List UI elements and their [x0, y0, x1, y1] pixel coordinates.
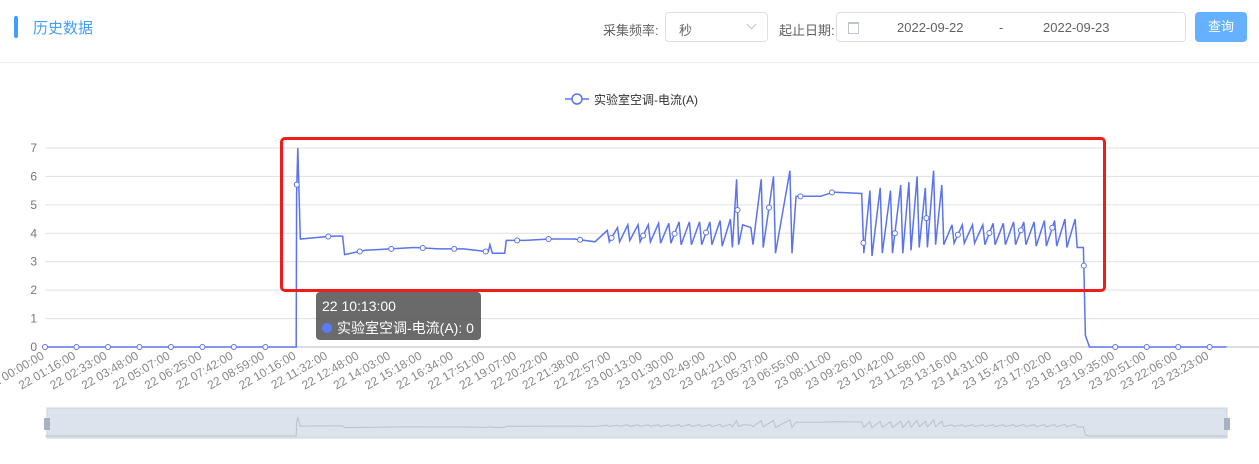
data-point-marker	[891, 230, 898, 237]
data-zoom-slider	[46, 407, 1228, 439]
date-range-label: 起止日期:	[779, 23, 835, 38]
date-range-picker[interactable]: 2022-09-22 - 2022-09-23	[836, 12, 1186, 42]
data-point-marker	[923, 215, 930, 222]
data-zoom-preview-line	[45, 416, 1227, 437]
data-point-marker	[734, 207, 741, 214]
data-point-marker	[954, 231, 961, 238]
y-tick-label: 1	[30, 312, 37, 326]
data-point-marker	[1017, 227, 1024, 234]
data-point-marker	[577, 236, 584, 243]
data-point-marker	[199, 344, 206, 350]
end-date-input[interactable]: 2022-09-23	[1043, 20, 1110, 35]
data-point-marker	[325, 233, 332, 240]
header: 历史数据 采集频率: 秒 起止日期: 2022-09-22 - 2022-09-…	[0, 0, 1259, 63]
start-date-input[interactable]: 2022-09-22	[897, 20, 964, 35]
data-zoom-handle	[44, 418, 50, 430]
data-point-marker	[640, 232, 647, 239]
tooltip-time: 22 10:13:00	[322, 298, 396, 314]
data-point-marker	[293, 181, 300, 188]
data-point-marker	[1112, 344, 1119, 350]
data-point-marker	[1143, 344, 1150, 350]
series-dot-icon	[322, 323, 332, 333]
data-point-marker	[451, 245, 458, 252]
page-title: 历史数据	[33, 20, 94, 37]
calendar-icon	[848, 22, 859, 34]
data-point-marker	[1080, 262, 1087, 269]
date-separator: -	[999, 20, 1004, 35]
data-point-marker	[388, 245, 395, 252]
highlight-annotation-box	[280, 137, 1106, 292]
data-point-marker	[828, 189, 835, 196]
data-point-marker	[545, 236, 552, 243]
data-point-marker	[1049, 224, 1056, 231]
data-point-marker	[703, 229, 710, 236]
data-point-marker	[482, 248, 489, 255]
data-point-marker	[356, 248, 363, 255]
data-point-marker	[42, 344, 48, 350]
data-point-marker	[262, 344, 269, 350]
y-tick-label: 6	[30, 169, 37, 183]
data-point-marker	[136, 344, 143, 350]
y-tick-label: 0	[30, 340, 37, 354]
tooltip-row: 实验室空调-电流(A): 0	[322, 318, 474, 338]
frequency-value: 秒	[679, 23, 693, 38]
legend-label: 实验室空调-电流(A)	[594, 92, 698, 107]
data-point-marker	[765, 204, 772, 211]
data-point-marker	[104, 344, 111, 350]
tooltip-value: 实验室空调-电流(A): 0	[337, 320, 474, 336]
data-zoom-handle	[1224, 418, 1230, 430]
y-tick-label: 7	[30, 141, 37, 155]
data-point-marker	[167, 344, 174, 350]
y-tick-label: 2	[30, 283, 37, 297]
data-point-marker	[608, 234, 615, 241]
legend-marker-icon	[571, 93, 583, 105]
data-point-marker	[1206, 344, 1213, 350]
title-accent-bar	[14, 16, 18, 38]
data-point-marker	[671, 230, 678, 237]
data-point-marker	[986, 230, 993, 237]
frequency-select[interactable]: 秒	[665, 12, 768, 42]
tooltip: 22 10:13:00 实验室空调-电流(A): 0	[316, 292, 481, 340]
data-point-marker	[860, 239, 867, 246]
data-point-marker	[73, 344, 80, 350]
data-point-marker	[419, 244, 426, 251]
data-point-marker	[797, 193, 804, 200]
data-point-marker	[230, 344, 237, 350]
query-button[interactable]: 查询	[1195, 12, 1247, 42]
y-tick-label: 4	[30, 226, 37, 240]
data-point-marker	[1175, 344, 1182, 350]
y-tick-label: 3	[30, 255, 37, 269]
frequency-label: 采集频率:	[603, 23, 659, 38]
y-tick-label: 5	[30, 198, 37, 212]
data-point-marker	[514, 237, 521, 244]
